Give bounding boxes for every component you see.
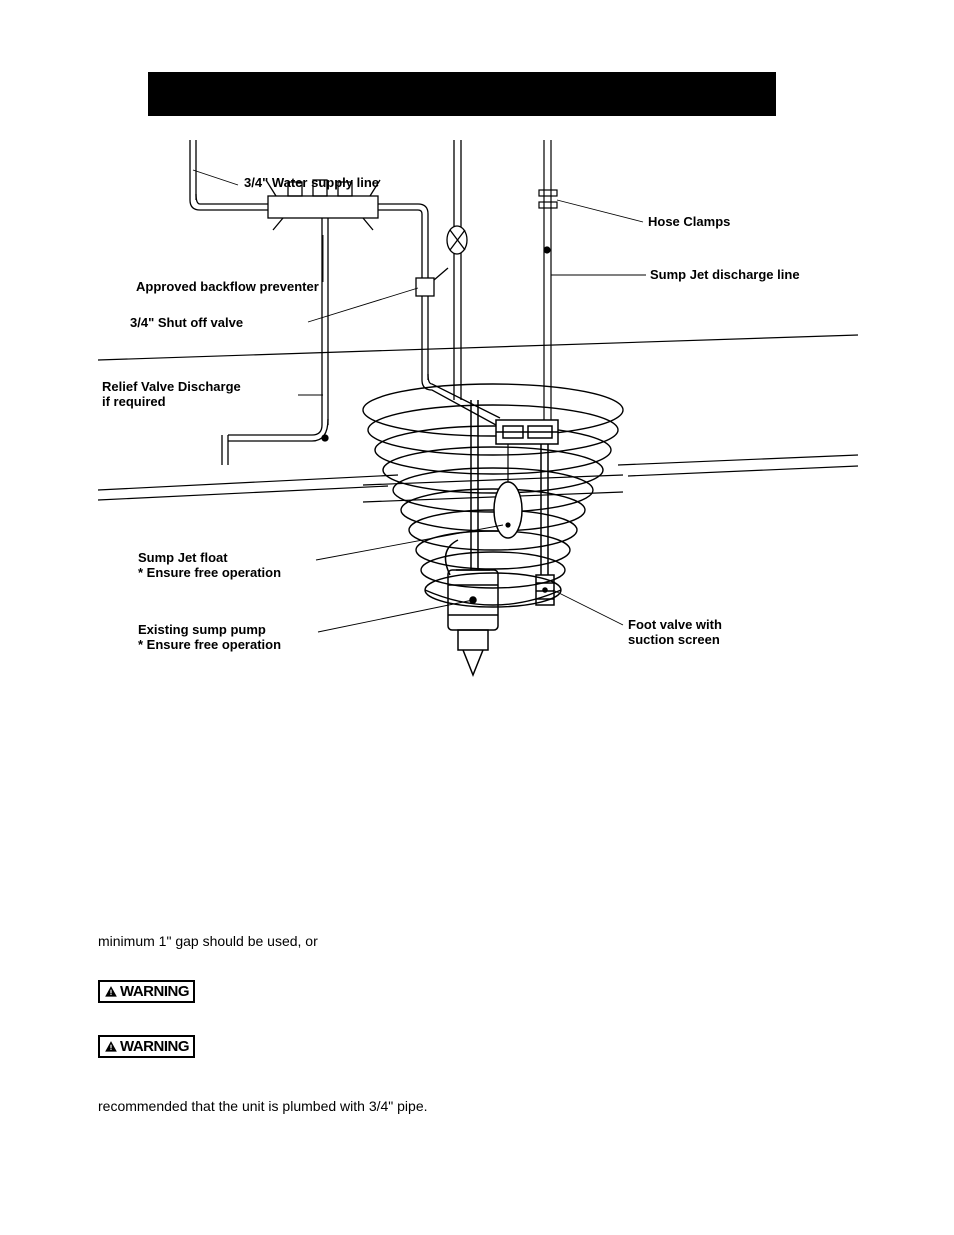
warning-triangle-icon [104, 1040, 118, 1054]
label-discharge-line: Sump Jet discharge line [650, 268, 800, 283]
label-relief-discharge: Relief Valve Discharge if required [102, 380, 241, 410]
label-footvalve-line2: suction screen [628, 632, 720, 647]
label-existing-pump: Existing sump pump * Ensure free operati… [138, 623, 281, 653]
label-hose-clamps: Hose Clamps [648, 215, 730, 230]
label-float-line1: Sump Jet float [138, 550, 228, 565]
label-existing-line1: Existing sump pump [138, 622, 266, 637]
label-water-supply: 3/4" Water supply line [244, 176, 379, 191]
label-foot-valve: Foot valve with suction screen [628, 618, 722, 648]
label-relief-line2: if required [102, 394, 166, 409]
warning-triangle-icon [104, 985, 118, 999]
label-shutoff-valve: 3/4" Shut off valve [130, 316, 243, 331]
label-backflow-preventer: Approved backflow preventer [136, 280, 319, 295]
warning-label-2: WARNING [120, 1038, 189, 1055]
warning-label-1: WARNING [120, 983, 189, 1000]
header-black-bar [148, 72, 776, 116]
body-text-pipe: recommended that the unit is plumbed wit… [98, 1098, 428, 1114]
label-sump-jet-float: Sump Jet float * Ensure free operation [138, 551, 281, 581]
installation-diagram: 3/4" Water supply line Hose Clamps Sump … [98, 130, 858, 710]
label-existing-line2: * Ensure free operation [138, 637, 281, 652]
label-float-line2: * Ensure free operation [138, 565, 281, 580]
label-footvalve-line1: Foot valve with [628, 617, 722, 632]
warning-box-2: WARNING [98, 1035, 195, 1058]
body-text-gap: minimum 1" gap should be used, or [98, 933, 318, 949]
warning-box-1: WARNING [98, 980, 195, 1003]
label-relief-line1: Relief Valve Discharge [102, 379, 241, 394]
